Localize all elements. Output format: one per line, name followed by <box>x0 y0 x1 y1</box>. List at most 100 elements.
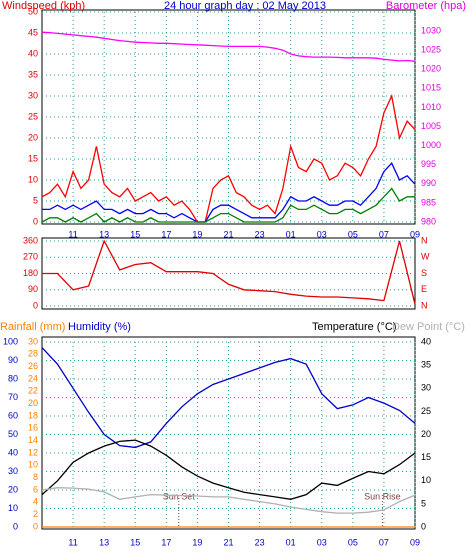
y-tick-label: 50 <box>28 6 38 16</box>
y3-tick-label: 14 <box>28 435 38 445</box>
x-tick-label: 01 <box>286 537 296 547</box>
y3-tick-label: 24 <box>28 373 38 383</box>
y2-tick-label: N <box>421 300 428 310</box>
y3-tick-label: 20 <box>28 398 38 408</box>
x-tick-label: 17 <box>161 229 171 239</box>
y2-tick-label: 40 <box>421 336 431 346</box>
y2-tick-label: 1015 <box>421 83 441 93</box>
series-line <box>41 487 416 514</box>
y3-tick-label: 26 <box>28 361 38 371</box>
x-tick-label: 23 <box>255 229 265 239</box>
x-tick-label: 05 <box>348 229 358 239</box>
y-tick-label: 10 <box>28 174 38 184</box>
series-line <box>41 31 416 62</box>
y-tick-label: 0 <box>13 521 18 531</box>
x-tick-label: 11 <box>68 229 77 239</box>
y2-tick-label: 1010 <box>421 102 441 112</box>
chart-title: 24 hour graph day : 02 May 2013 <box>164 0 326 12</box>
y3-tick-label: 12 <box>28 447 38 457</box>
y2-tick-label: 1030 <box>421 25 441 35</box>
y2-tick-label: 990 <box>421 178 436 188</box>
y-tick-label: 60 <box>8 410 18 420</box>
y3-tick-label: 22 <box>28 386 38 396</box>
plot-frame <box>41 336 416 530</box>
x-tick-label: 23 <box>255 537 265 547</box>
y-tick-label: 40 <box>8 447 18 457</box>
y-tick-label: 80 <box>8 373 18 383</box>
x-tick-label: 19 <box>192 229 202 239</box>
x-tick-label: 17 <box>161 537 171 547</box>
axis-title: Barometer (hpa) <box>386 0 466 12</box>
y2-tick-label: 1000 <box>421 140 441 150</box>
x-tick-label: 03 <box>317 229 327 239</box>
y-tick-label: 25 <box>28 111 38 121</box>
axis-title: Dew Point (°C) <box>392 321 465 333</box>
x-tick-label: 13 <box>99 537 109 547</box>
annotation: Sun Rise <box>364 491 401 501</box>
x-tick-label: 07 <box>379 229 389 239</box>
y3-tick-label: 4 <box>33 497 38 507</box>
y2-tick-label: 20 <box>421 429 431 439</box>
y2-tick-label: 35 <box>421 360 431 370</box>
x-tick-label: 05 <box>348 537 358 547</box>
x-tick-label: 21 <box>223 537 233 547</box>
y-tick-label: 15 <box>28 153 38 163</box>
y2-tick-label: E <box>421 284 427 294</box>
axis-title: Humidity (%) <box>68 321 131 333</box>
y3-tick-label: 30 <box>28 336 38 346</box>
y-tick-label: 100 <box>3 336 18 346</box>
y2-tick-label: S <box>421 268 427 278</box>
x-tick-label: 03 <box>317 537 327 547</box>
annotation: Sun Set <box>163 491 196 501</box>
axis-title: Rainfall (mm) <box>0 321 65 333</box>
y-tick-label: 50 <box>8 429 18 439</box>
y-tick-label: 20 <box>8 484 18 494</box>
y-tick-label: 5 <box>33 195 38 205</box>
series-line <box>41 439 416 500</box>
y3-tick-label: 10 <box>28 460 38 470</box>
x-tick-label: 15 <box>130 229 140 239</box>
y-tick-label: 20 <box>28 132 38 142</box>
y3-tick-label: 28 <box>28 349 38 359</box>
y-tick-label: 70 <box>8 392 18 402</box>
series-line <box>42 162 416 223</box>
y3-tick-label: 6 <box>33 484 38 494</box>
y3-tick-label: 2 <box>33 509 38 519</box>
y2-tick-label: 980 <box>421 216 436 226</box>
y2-tick-label: 30 <box>421 383 431 393</box>
y2-tick-label: 0 <box>421 521 426 531</box>
y2-tick-label: 1025 <box>421 45 441 55</box>
y-tick-label: 90 <box>8 355 18 365</box>
x-tick-label: 01 <box>286 229 296 239</box>
y-tick-label: 0 <box>33 300 38 310</box>
axis-title: Windspeed (kph) <box>2 0 85 12</box>
x-tick-label: 15 <box>130 537 140 547</box>
y-tick-label: 45 <box>28 27 38 37</box>
y-tick-label: 360 <box>23 235 38 245</box>
y3-tick-label: 0 <box>33 521 38 531</box>
y2-tick-label: N <box>421 235 428 245</box>
y3-tick-label: 16 <box>28 423 38 433</box>
y-tick-label: 180 <box>23 268 38 278</box>
y2-tick-label: 5 <box>421 498 426 508</box>
axis-title: Temperature (°C) <box>312 321 396 333</box>
y2-tick-label: 995 <box>421 159 436 169</box>
x-tick-label: 07 <box>379 537 389 547</box>
x-tick-label: 09 <box>410 537 420 547</box>
y-tick-label: 270 <box>23 252 38 262</box>
y2-tick-label: W <box>421 252 430 262</box>
y-tick-label: 10 <box>8 503 18 513</box>
y-tick-label: 30 <box>28 90 38 100</box>
x-tick-label: 09 <box>410 229 420 239</box>
y2-tick-label: 985 <box>421 197 436 207</box>
series-line <box>41 187 415 223</box>
y2-tick-label: 10 <box>421 475 431 485</box>
x-tick-label: 19 <box>192 537 202 547</box>
series-line <box>41 347 416 449</box>
x-tick-label: 11 <box>68 537 77 547</box>
y2-tick-label: 25 <box>421 406 431 416</box>
y3-tick-label: 18 <box>28 410 38 420</box>
y3-tick-label: 8 <box>33 472 38 482</box>
y2-tick-label: 15 <box>421 452 431 462</box>
